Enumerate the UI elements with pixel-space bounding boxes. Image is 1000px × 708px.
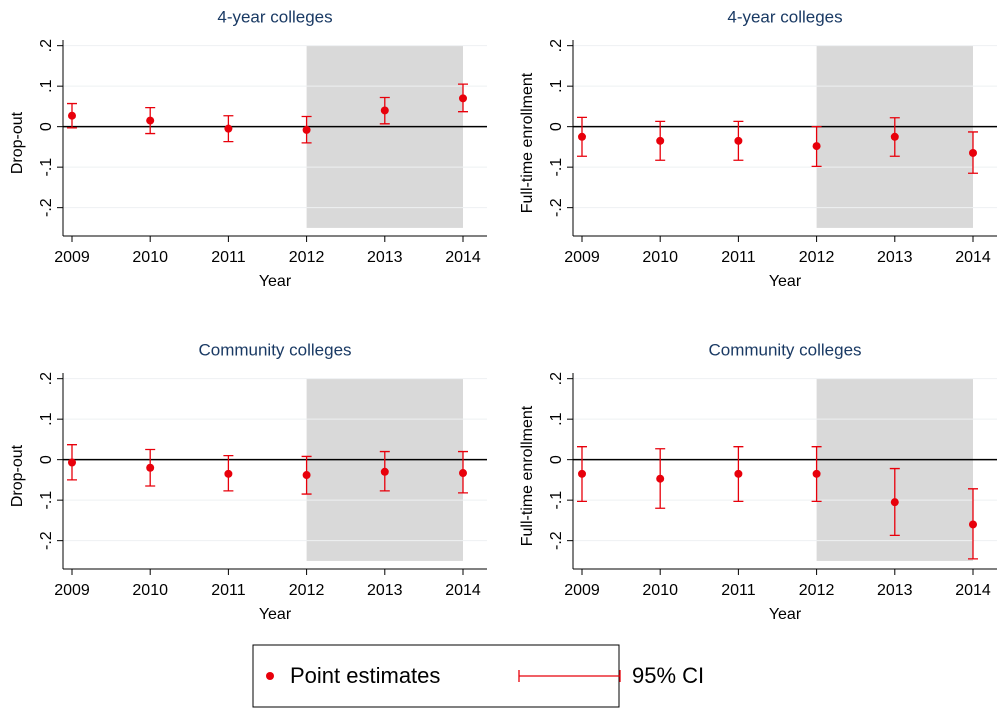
x-tick-label: 2009: [54, 249, 90, 266]
legend-marker: [266, 672, 274, 680]
x-tick-label: 2013: [367, 249, 403, 266]
point: [302, 125, 311, 134]
y-tick-label: 0: [548, 122, 565, 131]
y-tick-label: -.2: [548, 531, 565, 550]
y-tick-label: -.2: [38, 198, 55, 217]
legend-label: Point estimates: [290, 663, 440, 688]
x-tick-label: 2009: [54, 582, 90, 599]
y-tick-label: -.2: [38, 531, 55, 550]
y-axis-label: Full-time enrollment: [519, 405, 536, 546]
legend-label: 95% CI: [632, 663, 704, 688]
point: [458, 469, 467, 478]
legend-marker: [518, 670, 621, 682]
x-tick-label: 2013: [877, 582, 913, 599]
x-tick-label: 2010: [132, 582, 168, 599]
point: [968, 148, 977, 157]
chart-title: 4-year colleges: [727, 7, 842, 26]
point: [890, 498, 899, 507]
point: [458, 94, 467, 103]
y-tick-label: 0: [548, 455, 565, 464]
point: [224, 469, 233, 478]
y-axis-label: Drop-out: [9, 444, 26, 507]
y-tick-label: -.1: [38, 158, 55, 177]
x-tick-label: 2011: [211, 582, 246, 599]
point: [812, 469, 821, 478]
x-tick-label: 2009: [564, 249, 600, 266]
x-tick-label: 2014: [445, 582, 481, 599]
y-tick-label: .2: [548, 39, 565, 52]
point: [380, 467, 389, 476]
x-tick-label: 2011: [721, 249, 756, 266]
point: [734, 136, 743, 145]
x-axis-label: Year: [259, 273, 292, 290]
chart-title: 4-year colleges: [217, 7, 332, 26]
y-tick-label: .2: [38, 39, 55, 52]
point: [577, 132, 586, 141]
point: [67, 458, 76, 467]
x-tick-label: 2013: [877, 249, 913, 266]
x-tick-label: 2013: [367, 582, 403, 599]
y-tick-label: -.2: [548, 198, 565, 217]
x-tick-label: 2012: [799, 249, 835, 266]
y-tick-label: .1: [548, 412, 565, 425]
y-tick-label: -.1: [548, 491, 565, 510]
y-axis-label: Full-time enrollment: [519, 72, 536, 213]
point: [146, 116, 155, 125]
x-axis-label: Year: [769, 606, 802, 623]
y-axis-label: Drop-out: [9, 111, 26, 174]
y-tick-label: .2: [548, 372, 565, 385]
point: [656, 136, 665, 145]
x-tick-label: 2012: [289, 249, 325, 266]
y-tick-label: .1: [548, 79, 565, 92]
y-tick-label: -.1: [38, 491, 55, 510]
x-tick-label: 2014: [445, 249, 481, 266]
chart-title: Community colleges: [708, 340, 861, 359]
y-tick-label: .1: [38, 79, 55, 92]
shaded-region: [306, 45, 463, 228]
point: [67, 111, 76, 120]
point: [146, 463, 155, 472]
y-tick-label: .2: [38, 372, 55, 385]
point: [577, 469, 586, 478]
x-tick-label: 2010: [642, 249, 678, 266]
x-tick-label: 2010: [132, 249, 168, 266]
point: [734, 469, 743, 478]
x-tick-label: 2012: [799, 582, 835, 599]
chart-title: Community colleges: [198, 340, 351, 359]
point: [656, 474, 665, 483]
x-axis-label: Year: [769, 273, 802, 290]
point: [968, 520, 977, 529]
x-tick-label: 2009: [564, 582, 600, 599]
point: [812, 142, 821, 151]
x-tick-label: 2010: [642, 582, 678, 599]
point: [224, 124, 233, 133]
point: [890, 132, 899, 141]
x-tick-label: 2012: [289, 582, 325, 599]
x-tick-label: 2014: [955, 582, 991, 599]
x-tick-label: 2011: [211, 249, 246, 266]
y-tick-label: -.1: [548, 158, 565, 177]
y-tick-label: .1: [38, 412, 55, 425]
point: [302, 471, 311, 480]
y-tick-label: 0: [38, 455, 55, 464]
x-tick-label: 2011: [721, 582, 756, 599]
x-axis-label: Year: [259, 606, 292, 623]
y-tick-label: 0: [38, 122, 55, 131]
x-tick-label: 2014: [955, 249, 991, 266]
point: [380, 106, 389, 115]
